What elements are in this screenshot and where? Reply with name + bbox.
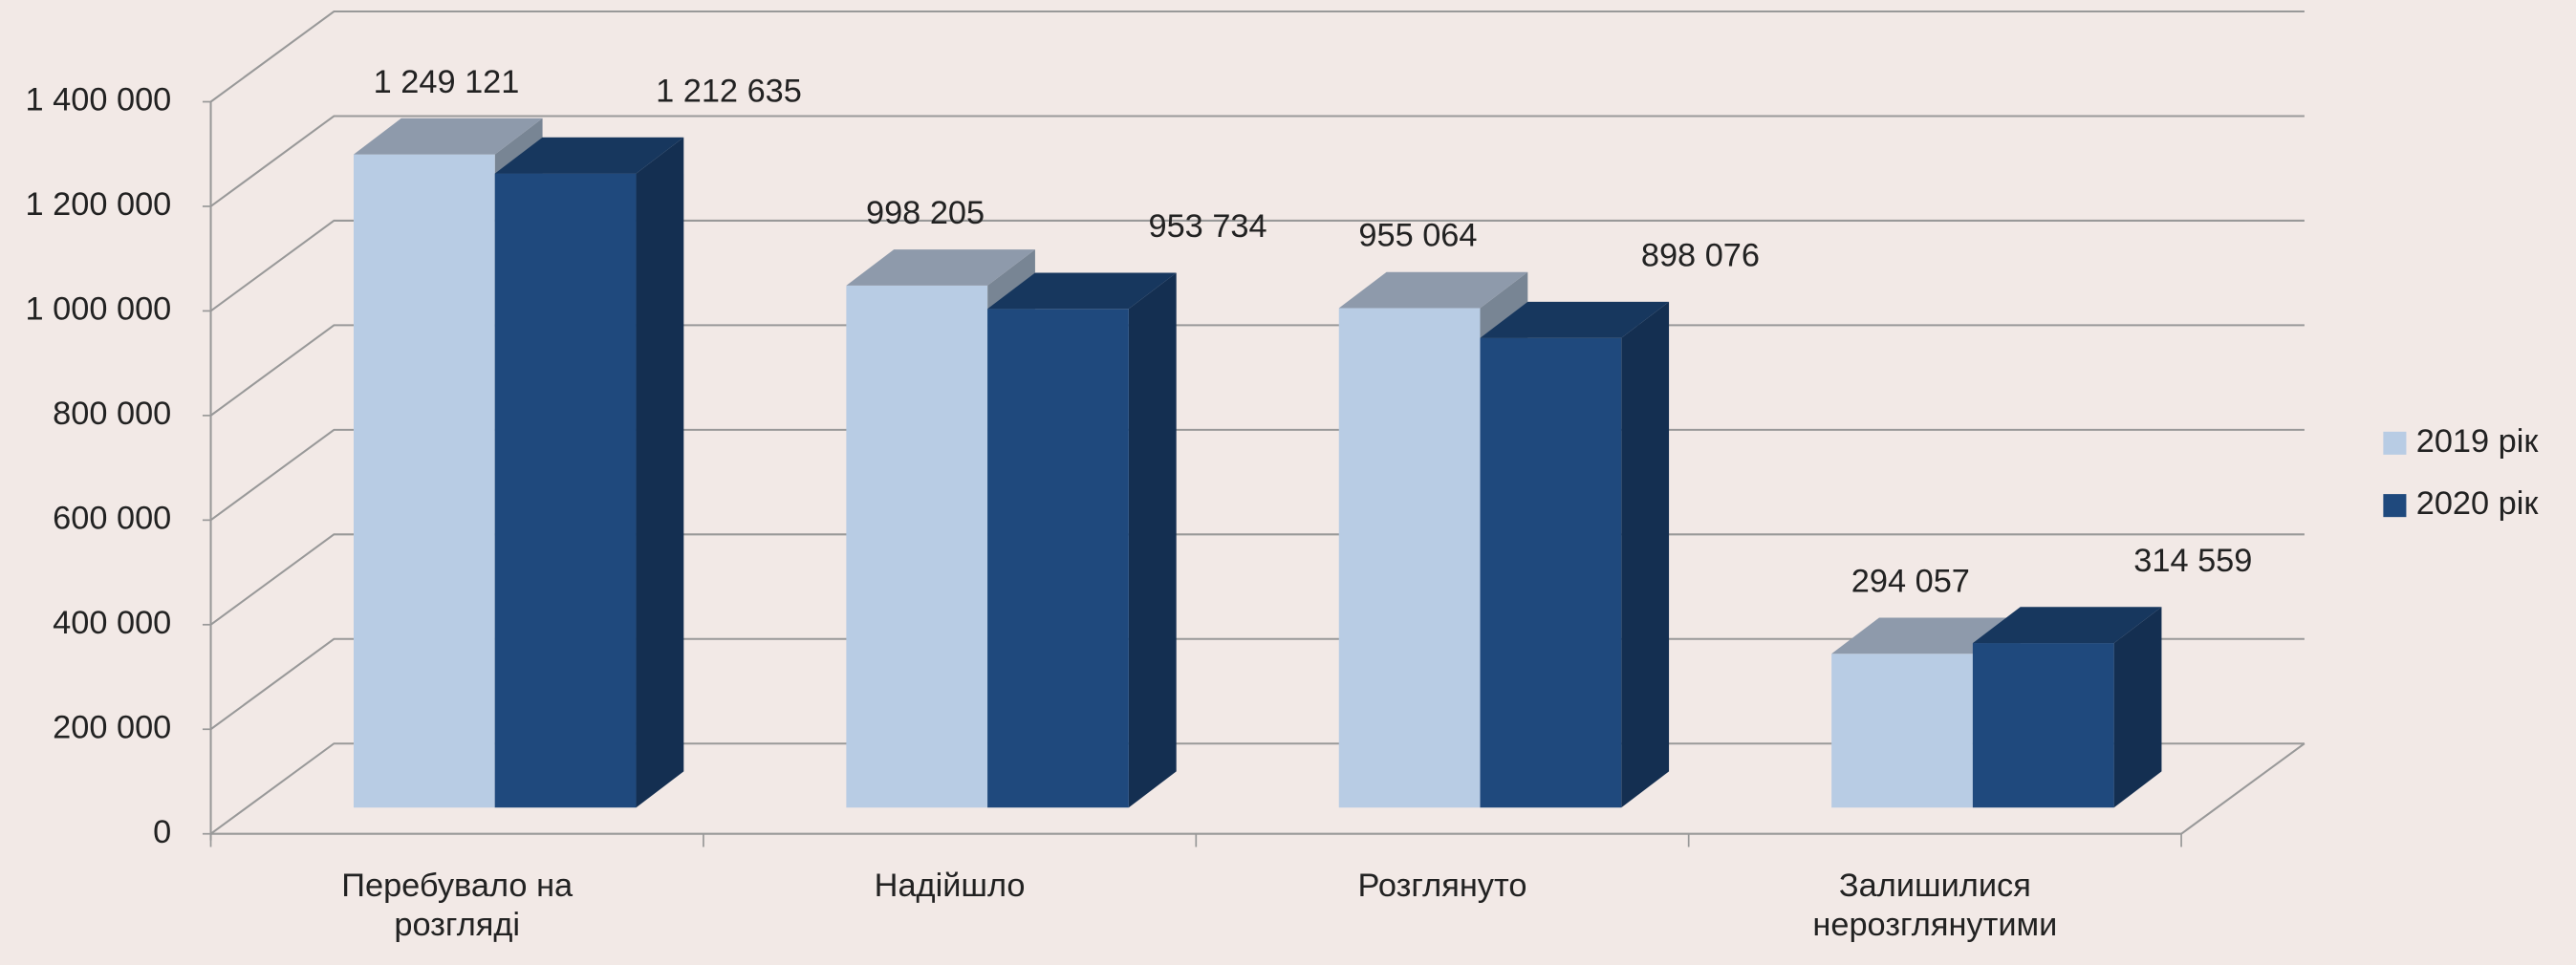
x-label-box: Залишилися нерозглянутими <box>1812 868 2058 944</box>
x-label-box: Надійшло <box>874 868 1026 905</box>
legend-swatch <box>2383 494 2407 518</box>
bar-group <box>1480 301 1670 808</box>
bar <box>1338 308 1481 808</box>
x-label-box: Розглянуто <box>1357 868 1527 905</box>
grid-line <box>209 219 2305 312</box>
value-label: 955 064 <box>1358 218 1477 254</box>
bar <box>987 309 1129 808</box>
value-label: 953 734 <box>1148 208 1266 245</box>
bar-top <box>1480 301 1670 338</box>
bar-top <box>494 137 684 174</box>
y-tick-label: 0 <box>153 814 171 850</box>
bar-top <box>987 272 1177 310</box>
y-tick-label: 600 000 <box>53 500 171 536</box>
y-tick-label: 1 200 000 <box>25 186 171 223</box>
x-tick-label: Розглянуто <box>1357 868 1527 905</box>
y-tick-label: 800 000 <box>53 396 171 432</box>
value-label: 898 076 <box>1641 238 1760 274</box>
value-label: 294 057 <box>1851 564 1970 600</box>
bar <box>1972 643 2114 808</box>
bar-group <box>1972 607 2162 808</box>
bar-side <box>636 137 684 808</box>
value-label: 1 212 635 <box>656 73 802 109</box>
bar-top <box>1338 271 1528 309</box>
bar-group <box>987 272 1177 808</box>
y-tick-label: 400 000 <box>53 605 171 641</box>
x-tick-label: Надійшло <box>874 868 1026 905</box>
value-label: 1 249 121 <box>374 64 520 100</box>
legend-swatch <box>2383 431 2407 455</box>
bar-top <box>353 118 543 155</box>
bar-top <box>1972 607 2162 644</box>
x-label-box: Перебувало на розгляді <box>341 868 574 944</box>
bar <box>353 154 495 808</box>
grid-line <box>209 115 2305 207</box>
bar-group <box>494 137 684 808</box>
bar <box>494 173 637 808</box>
value-label: 314 559 <box>2133 543 2252 579</box>
bar-side <box>1621 301 1670 808</box>
bar <box>1831 654 1973 808</box>
y-tick-label: 1 000 000 <box>25 291 171 328</box>
x-tick-label: Перебувало на розгляді <box>341 868 574 944</box>
bar-top <box>846 249 1035 286</box>
bar-side <box>1128 272 1177 808</box>
bar <box>1480 337 1622 808</box>
legend-label: 2019 рік <box>2416 423 2540 460</box>
legend-label: 2020 рік <box>2416 485 2540 522</box>
bar <box>846 285 988 808</box>
y-tick-label: 1 400 000 <box>25 82 171 118</box>
grid-line <box>209 10 2305 103</box>
value-label: 998 205 <box>866 195 985 231</box>
x-tick-label: Залишилися нерозглянутими <box>1812 868 2058 944</box>
y-tick-label: 200 000 <box>53 709 171 745</box>
bar-side <box>2113 607 2162 808</box>
